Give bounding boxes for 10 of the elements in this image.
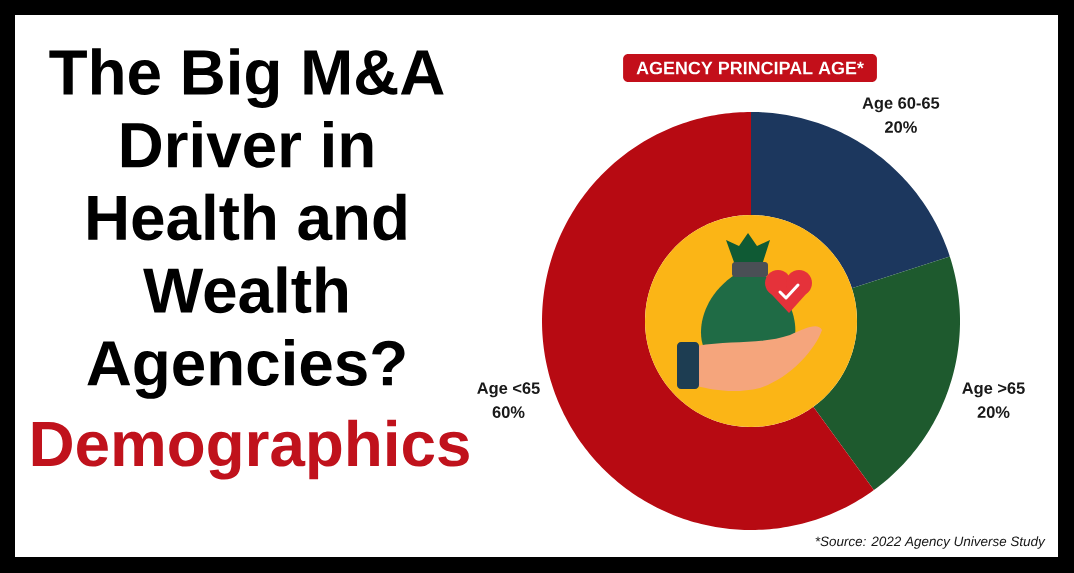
data-label: 20% xyxy=(977,406,1010,418)
text: Demographics xyxy=(32,419,469,480)
slice-label: Age >65 xyxy=(962,382,1025,398)
slice-label: Age 60-65 xyxy=(862,97,940,113)
data-label: 20% xyxy=(884,121,917,133)
text: *Source: 2022 Agency Universe Study xyxy=(815,536,1046,549)
text: AGENCY PRINCIPAL AGE* xyxy=(636,61,864,75)
slice-label: Age <65 xyxy=(477,382,540,398)
data-label: 60% xyxy=(492,406,525,418)
text: The Big M&A Driver in Health and Wealth Agencies? xyxy=(49,48,444,399)
